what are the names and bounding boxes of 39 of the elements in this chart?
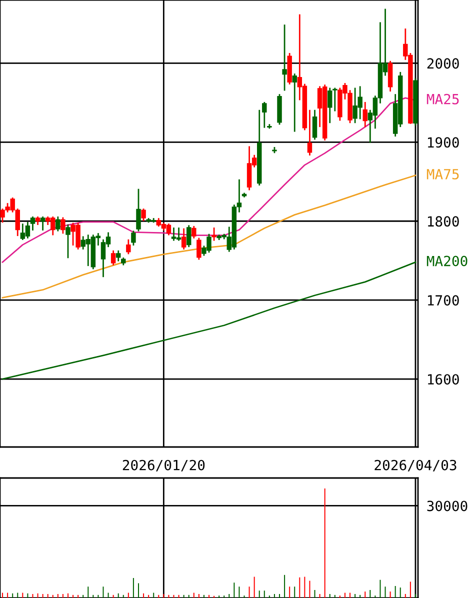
candlestick — [388, 60, 393, 92]
y-tick-label: 1900 — [428, 137, 459, 148]
line-series — [2, 262, 416, 380]
candlestick — [362, 102, 368, 128]
candlestick — [126, 239, 131, 254]
candlestick — [66, 224, 70, 258]
candlestick — [282, 24, 287, 91]
candlestick — [212, 228, 216, 241]
candlestick — [262, 102, 267, 128]
candlestick — [307, 110, 312, 156]
candlestick — [56, 216, 60, 232]
y-tick-label: 1800 — [428, 216, 459, 227]
candlestick — [141, 208, 146, 222]
candlestick — [116, 250, 121, 262]
candlestick — [312, 110, 318, 140]
candlestick — [267, 124, 272, 129]
candlestick — [136, 188, 141, 232]
candlestick — [186, 225, 192, 248]
line-series — [2, 174, 416, 298]
candlestick — [30, 216, 36, 231]
candlestick — [196, 238, 202, 260]
candlestick — [40, 216, 46, 231]
candlestick — [131, 230, 136, 246]
candlestick — [328, 88, 332, 124]
x-tick-label: 2026/01/20 — [122, 460, 205, 472]
y-tick-label: 2000 — [427, 58, 459, 69]
candlestick — [292, 74, 297, 132]
candlestick — [110, 250, 116, 266]
y-tick-label: 30000 — [427, 500, 468, 512]
y-tick-label: 1600 — [428, 374, 459, 385]
y-tick-label: 1700 — [428, 295, 459, 306]
candlestick — [332, 88, 338, 112]
series-label: MA200 — [426, 256, 468, 266]
candlestick — [192, 226, 196, 238]
candlestick — [60, 217, 66, 234]
series-label: MA25 — [426, 94, 459, 104]
x-tick-label: 2026/04/03 — [374, 460, 456, 472]
series-label: MA75 — [426, 169, 459, 180]
candlestick — [181, 228, 186, 250]
